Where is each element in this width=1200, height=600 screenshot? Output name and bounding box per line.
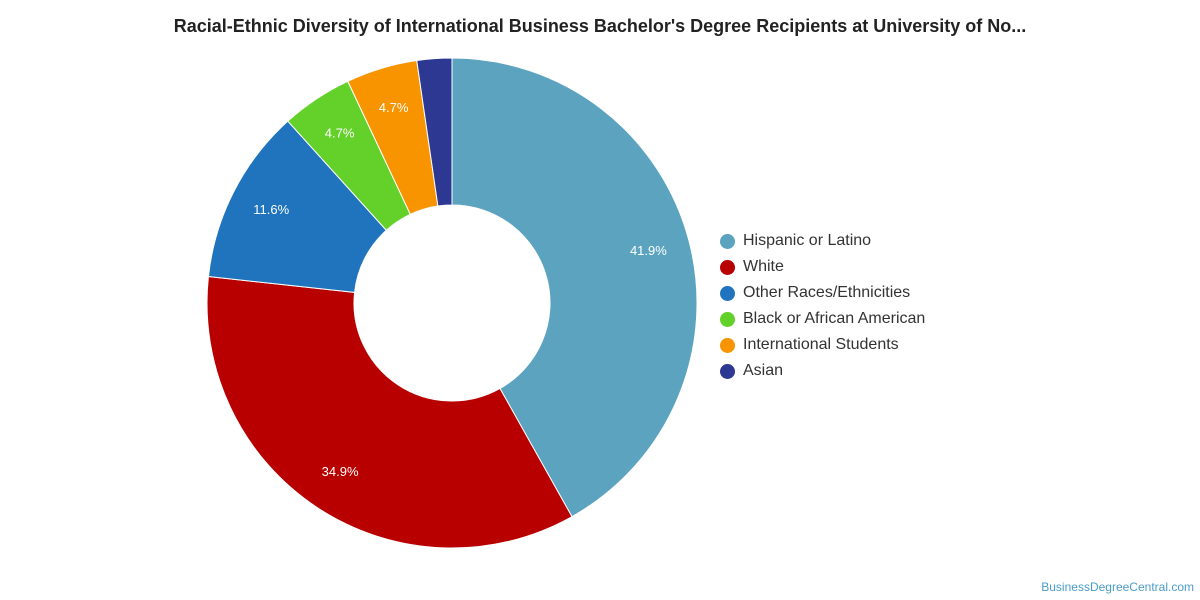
legend-item-5[interactable]: Asian xyxy=(720,358,925,384)
legend-label-0: Hispanic or Latino xyxy=(743,232,872,249)
pie-slice-0[interactable] xyxy=(451,57,698,518)
pie-slice-1[interactable] xyxy=(206,275,573,549)
legend-item-2[interactable]: Other Races/Ethnicities xyxy=(720,280,925,306)
legend-item-0[interactable]: Hispanic or Latino xyxy=(720,228,925,254)
legend-label-4: International Students xyxy=(743,336,899,353)
slice-label-0: 41.9% xyxy=(630,243,667,258)
legend-swatch-3 xyxy=(720,311,735,327)
legend-item-3[interactable]: Black or African American xyxy=(720,306,925,332)
legend-swatch-0 xyxy=(720,233,735,249)
legend-item-4[interactable]: International Students xyxy=(720,332,925,358)
legend-label-5: Asian xyxy=(743,362,784,379)
legend-swatch-4 xyxy=(720,337,735,353)
pie-slice-5[interactable] xyxy=(416,57,453,207)
legend-label-1: White xyxy=(743,258,784,275)
chart-legend: Hispanic or Latino White Other Races/Ethni… xyxy=(720,228,925,384)
slice-label-4: 4.7% xyxy=(379,100,409,115)
legend-label-2: Other Races/Ethnicities xyxy=(743,284,911,301)
chart-title: Racial-Ethnic Diversity of International… xyxy=(173,16,1027,36)
pie-slice-2[interactable] xyxy=(207,120,388,293)
slice-label-1: 34.9% xyxy=(322,464,359,479)
slice-label-2: 11.6% xyxy=(253,202,289,217)
legend-swatch-2 xyxy=(720,285,735,301)
legend-swatch-1 xyxy=(720,259,735,275)
legend-label-3: Black or African American xyxy=(743,310,926,327)
slice-label-3: 4.7% xyxy=(325,125,355,140)
credit-link[interactable]: BusinessDegreeCentral.com xyxy=(1041,580,1194,594)
legend-item-1[interactable]: White xyxy=(720,254,925,280)
legend-swatch-5 xyxy=(720,363,735,379)
